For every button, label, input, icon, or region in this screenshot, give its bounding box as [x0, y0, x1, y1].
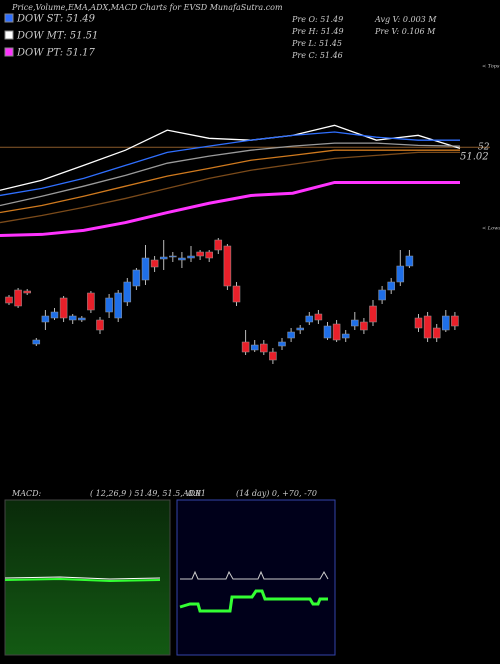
- annotation: < Tops: [482, 64, 500, 70]
- candle-body: [87, 292, 95, 311]
- candle-body: [241, 341, 250, 353]
- series-line: [0, 151, 460, 224]
- candle-body: [96, 319, 104, 331]
- candle-body: [59, 297, 68, 319]
- legend-swatch: [4, 13, 14, 23]
- info: Pre O: 51.49: [291, 15, 343, 24]
- candle-body: [287, 331, 295, 339]
- candle-body: [323, 325, 332, 339]
- candle-body: [432, 327, 441, 339]
- candle-body: [387, 281, 395, 291]
- y-tick-label: 52: [478, 143, 490, 153]
- candle-body: [187, 255, 195, 259]
- candle-body: [250, 344, 259, 351]
- candle-body: [369, 305, 377, 323]
- macd-signal: [4, 577, 161, 583]
- panel-title: MACD:: [11, 489, 42, 498]
- legend-label: DOW MT: 51.51: [16, 31, 98, 42]
- candle-body: [396, 265, 405, 283]
- panel-params: ( 12,26,9 ) 51.49, 51.5, -0.01: [90, 489, 206, 498]
- plot: DOW ST: 51.49 DOW MT: 51.51 DOW PT: 51.17 P…: [0, 13, 500, 498]
- candle-body: [232, 285, 241, 303]
- candle-body: [14, 289, 22, 307]
- candle-body: [159, 256, 168, 260]
- annotation: 51.02: [460, 152, 489, 163]
- candle-body: [451, 315, 459, 327]
- candle-body: [23, 290, 31, 294]
- candle-body: [260, 343, 268, 353]
- candle-body: [296, 327, 304, 331]
- candle-body: [314, 313, 323, 321]
- adx-line: [180, 570, 329, 580]
- candle-body: [5, 296, 13, 304]
- candle-body: [214, 239, 223, 251]
- candle-body: [132, 269, 141, 287]
- candle-body: [169, 255, 177, 258]
- legend-swatch: [4, 47, 14, 57]
- legend-label: DOW ST: 51.49: [16, 14, 96, 25]
- candle-body: [78, 317, 86, 321]
- candle-body: [223, 245, 232, 287]
- candle-body: [378, 289, 386, 301]
- candle-body: [105, 297, 113, 313]
- candle-body: [150, 259, 159, 268]
- candle-body: [269, 351, 277, 361]
- candle-body: [123, 281, 132, 303]
- candle-body: [423, 315, 432, 339]
- candle-body: [278, 341, 286, 347]
- annotation: < Lows: [482, 226, 500, 232]
- candle-body: [196, 251, 204, 257]
- candle-body: [305, 315, 314, 323]
- info: Pre C: 51.46: [291, 51, 343, 60]
- candle-body: [332, 323, 341, 341]
- chart-title: Price,Volume,EMA,ADX,MACD Charts for EVS…: [11, 3, 283, 12]
- candle-body: [114, 292, 122, 319]
- adx-panel: [176, 499, 336, 656]
- candle-body: [360, 321, 368, 331]
- candle-body: [414, 317, 423, 329]
- legend-swatch: [4, 30, 14, 40]
- panel-title: ADX: [182, 489, 201, 498]
- candle-body: [405, 255, 414, 267]
- series-line: [0, 142, 461, 207]
- info: Avg V: 0.003 M: [374, 15, 437, 24]
- series-line: [0, 149, 460, 214]
- panel-params: (14 day) 0, +70, -70: [236, 489, 317, 498]
- series-line: [0, 124, 461, 191]
- candle-body: [442, 315, 450, 331]
- candle-body: [50, 311, 59, 319]
- candle-body: [351, 319, 359, 327]
- candle-body: [68, 315, 77, 321]
- candle-body: [178, 257, 186, 261]
- legend-label: DOW PT: 51.17: [16, 48, 96, 59]
- info: Pre L: 51.45: [291, 39, 342, 48]
- candle-body: [32, 339, 41, 345]
- info: Pre H: 51.49: [291, 27, 344, 36]
- macd-line: [4, 576, 161, 580]
- candle-body: [141, 257, 150, 281]
- candle-body: [205, 251, 213, 259]
- info: Pre V: 0.106 M: [374, 27, 436, 36]
- candle-body: [41, 315, 50, 323]
- di-line: [179, 589, 328, 613]
- candle-body: [341, 333, 350, 339]
- series-line: [0, 131, 460, 197]
- series-line: [0, 180, 460, 238]
